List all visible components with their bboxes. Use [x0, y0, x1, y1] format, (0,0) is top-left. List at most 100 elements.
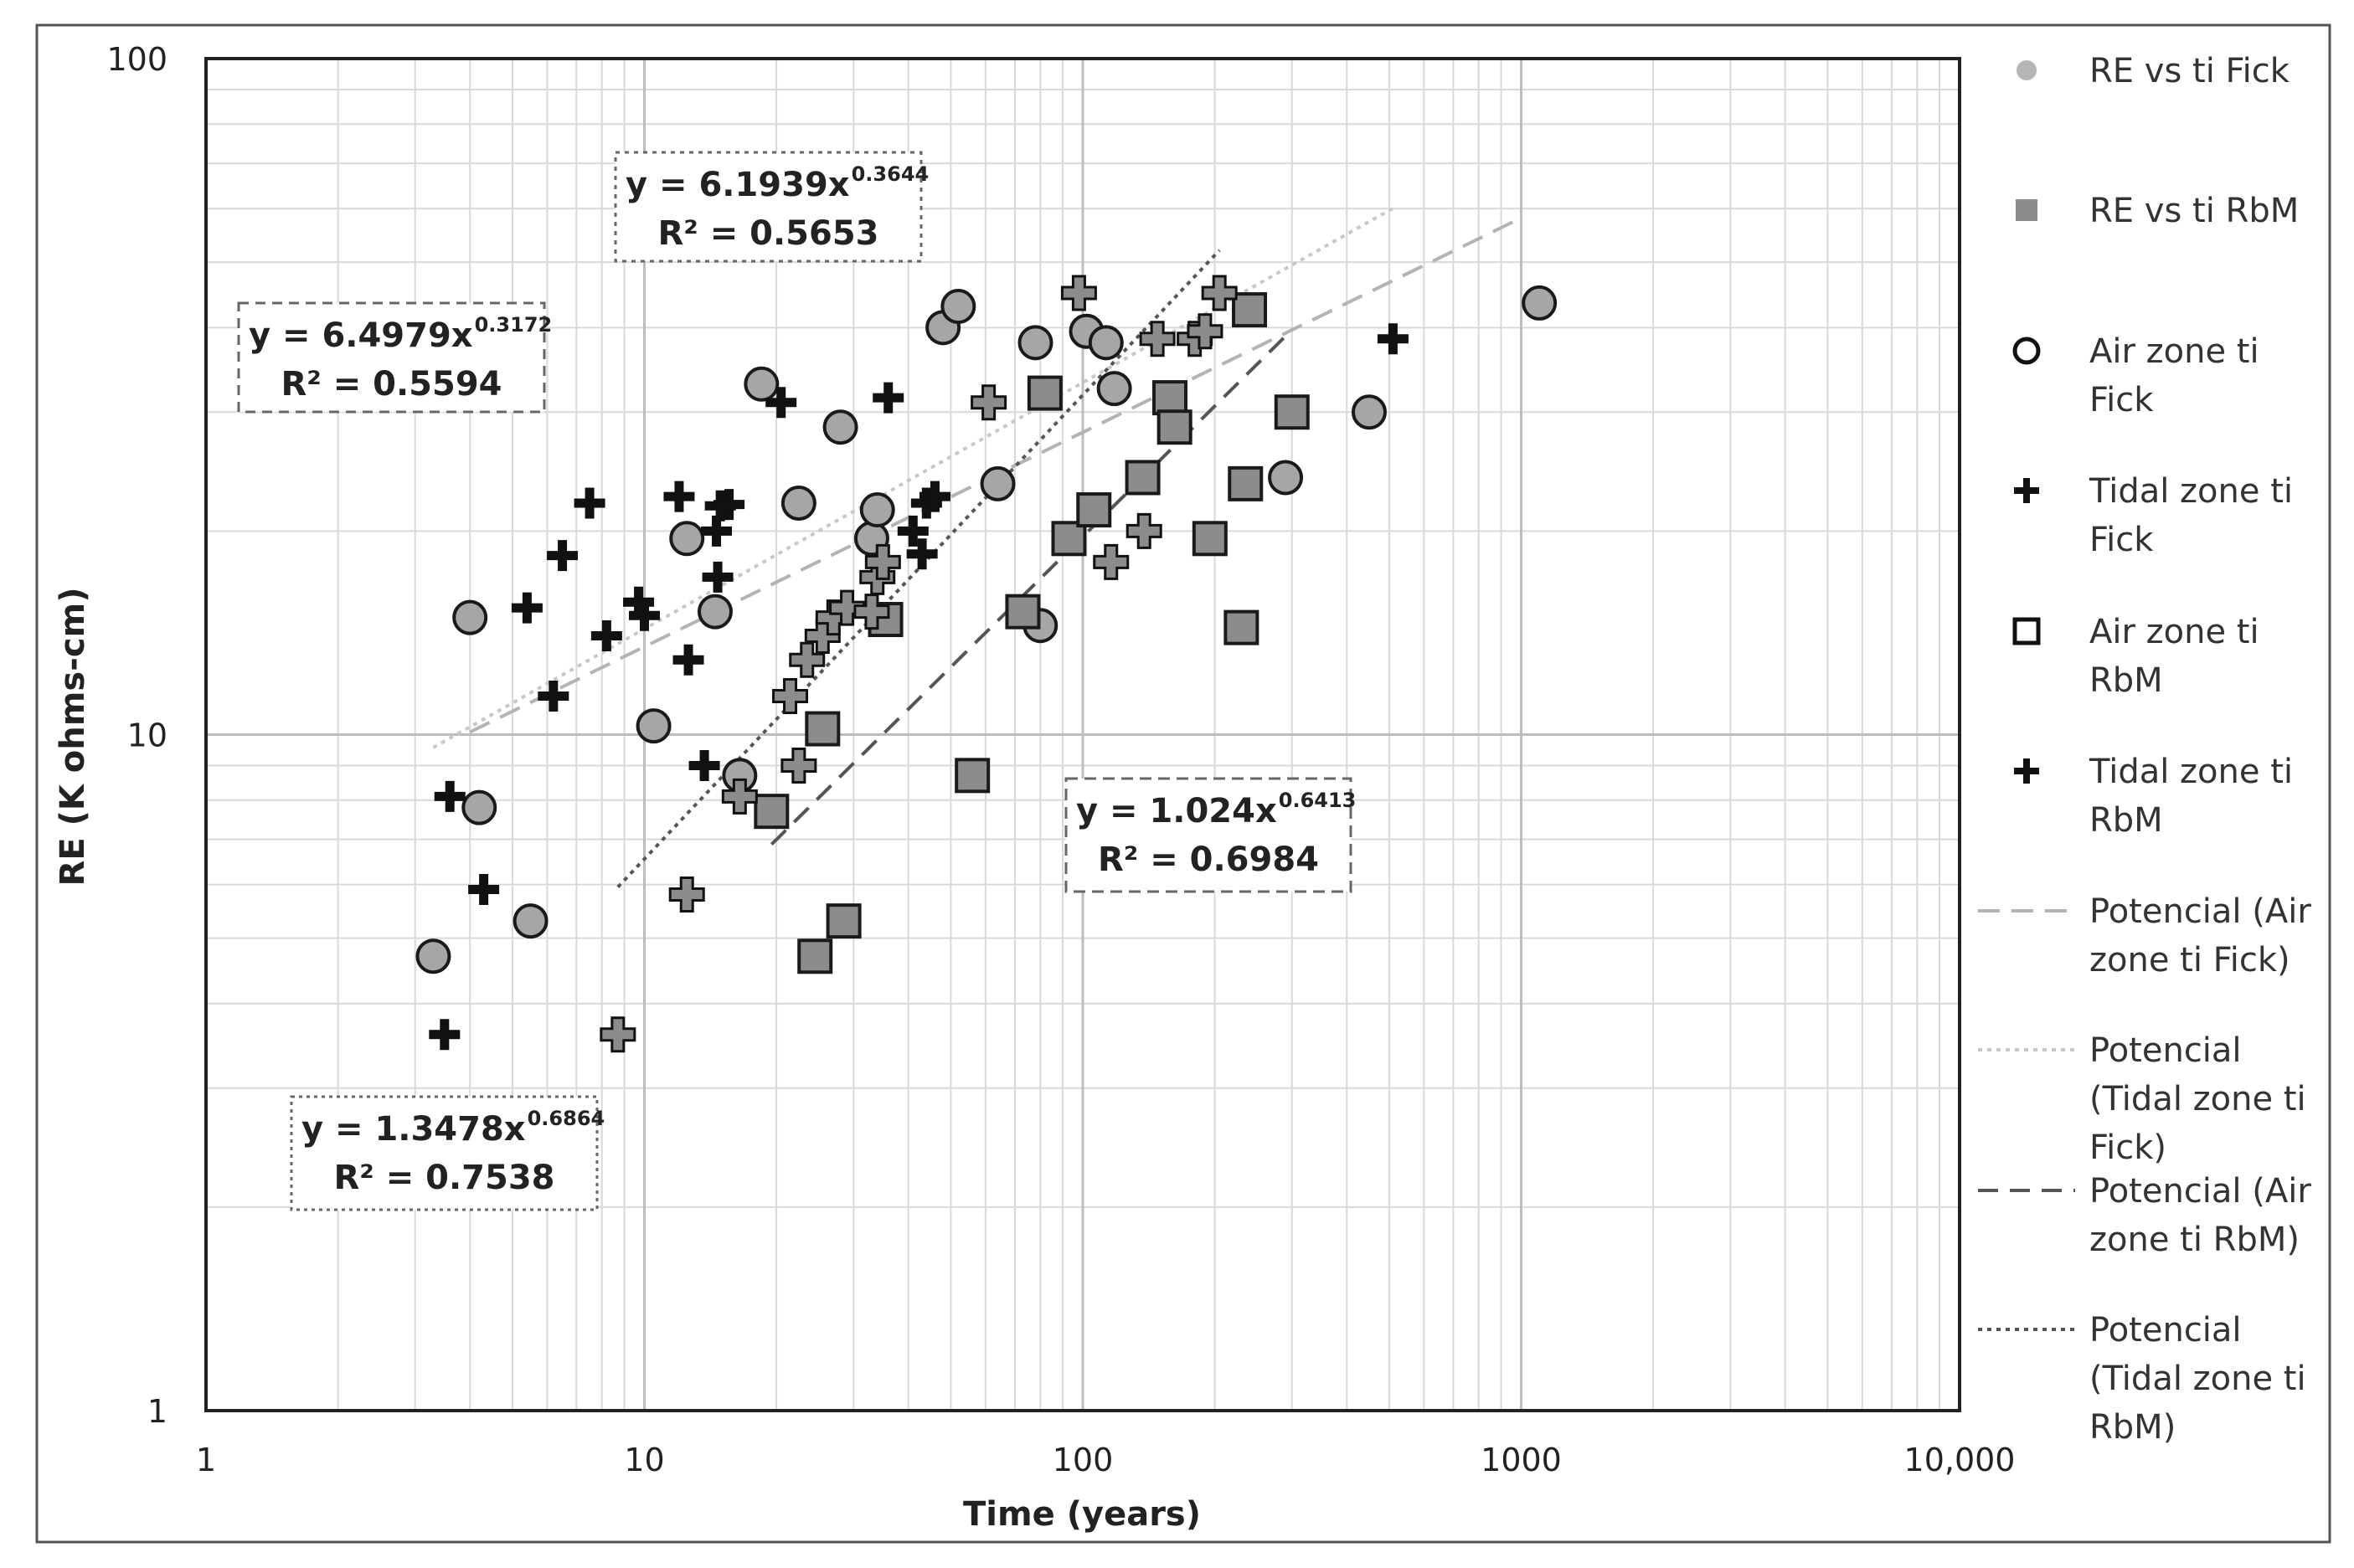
- data-point-cross: [1377, 323, 1409, 355]
- data-point-square: [1274, 394, 1310, 430]
- data-point-cross: [780, 747, 817, 784]
- trendline: [770, 328, 1294, 846]
- data-point-square: [955, 758, 991, 794]
- data-point-square: [1192, 521, 1228, 557]
- data-point-circle: [636, 708, 672, 744]
- data-point-square: [754, 794, 790, 830]
- marker-layer: [415, 275, 1558, 1053]
- data-point-circle: [1096, 371, 1132, 407]
- data-point-cross: [600, 1016, 636, 1053]
- data-point-cross: [688, 749, 720, 781]
- legend-label: zone ti Fick): [2089, 941, 2290, 979]
- data-point-circle: [1522, 285, 1558, 321]
- legend-label: Potencial (Air: [2089, 892, 2311, 931]
- data-point-circle: [513, 903, 549, 939]
- data-point-circle: [1017, 325, 1053, 361]
- legend-label: RbM: [2089, 661, 2163, 700]
- data-point-square: [1223, 609, 1259, 645]
- data-point-cross: [590, 620, 622, 652]
- equation-box: [290, 1095, 599, 1211]
- legend-entry: Potencial (Air zone ti RbM): [1978, 1172, 2311, 1259]
- data-point-cross: [772, 678, 809, 715]
- data-point-cross: [873, 382, 904, 414]
- data-point-circle: [669, 521, 705, 557]
- equation-box: [1064, 777, 1352, 893]
- trendline: [616, 249, 1221, 888]
- trendline-equation: y = 6.4979x: [249, 316, 473, 355]
- data-point-circle: [822, 409, 858, 445]
- data-point-cross: [713, 489, 745, 521]
- plot-area-border: [204, 57, 1961, 1412]
- data-point-circle: [859, 492, 895, 528]
- legend-symbol: [2016, 199, 2037, 221]
- legend-label: Air zone ti: [2089, 613, 2259, 651]
- data-point-cross: [511, 592, 543, 624]
- trendline-exponent: 0.3172: [475, 313, 553, 337]
- data-point-square: [1232, 292, 1268, 328]
- legend-entry: Air zone ti RbM: [2012, 613, 2259, 700]
- data-point-square: [1076, 492, 1112, 528]
- data-point-square: [1156, 409, 1192, 445]
- data-point-square: [797, 938, 833, 974]
- data-point-square: [1125, 460, 1161, 496]
- data-point-cross: [1060, 275, 1097, 311]
- legend-label: zone ti RbM): [2089, 1221, 2300, 1259]
- trendline-r-squared: R² = 0.5594: [281, 365, 502, 404]
- data-point-cross: [829, 589, 866, 626]
- legend-label: Tidal zone ti: [2089, 472, 2293, 511]
- data-point-cross: [1125, 512, 1162, 549]
- legend-label: Fick): [2089, 1128, 2166, 1167]
- y-axis-title: RE (K ohms-cm): [54, 588, 92, 887]
- trendline-exponent: 0.3644: [852, 162, 930, 186]
- data-point-cross: [853, 594, 890, 630]
- data-point-cross: [906, 538, 938, 570]
- legend-label: RE vs ti RbM: [2089, 192, 2299, 230]
- data-point-cross: [538, 681, 569, 712]
- legend-label: Potencial (Air: [2089, 1172, 2311, 1211]
- x-axis-title: Time (years): [963, 1495, 1201, 1534]
- equation-box: [237, 301, 546, 414]
- trendline-equation: y = 6.1939x: [626, 166, 850, 204]
- x-tick-label: 1000: [1481, 1442, 1562, 1478]
- legend-label: Potencial: [2089, 1311, 2242, 1350]
- x-tick-label: 10: [624, 1442, 664, 1478]
- legend-symbol: [2012, 617, 2041, 645]
- data-point-cross: [789, 641, 826, 678]
- data-point-cross: [672, 644, 704, 676]
- x-tick-label: 10,000: [1904, 1442, 2016, 1478]
- data-point-cross: [663, 481, 695, 512]
- x-tick-label: 1: [196, 1442, 216, 1478]
- legend-label: Air zone ti: [2089, 332, 2259, 371]
- legend-label: Tidal zone ti: [2089, 753, 2293, 791]
- legend-label: (Tidal zone ti: [2089, 1360, 2306, 1398]
- legend-label: RbM): [2089, 1408, 2176, 1447]
- legend-entry: Tidal zone ti RbM: [2014, 753, 2293, 840]
- data-point-square: [1027, 375, 1063, 411]
- data-point-cross: [701, 515, 733, 547]
- trendline-r-squared: R² = 0.5653: [657, 214, 878, 253]
- data-point-cross: [971, 384, 1007, 421]
- data-point-circle: [697, 594, 733, 630]
- data-point-cross: [897, 515, 929, 547]
- trendline-r-squared: R² = 0.6984: [1098, 841, 1319, 879]
- data-point-cross: [864, 543, 901, 580]
- trendline-equation: y = 1.3478x: [301, 1110, 526, 1149]
- equation-box: [614, 151, 923, 263]
- data-point-circle: [461, 789, 497, 825]
- data-point-cross: [1187, 313, 1223, 350]
- legend: RE vs ti Fick RE vs ti RbM Air zone ti Fick…: [1978, 52, 2311, 1447]
- data-point-cross: [702, 561, 734, 593]
- legend-symbol: [2014, 758, 2039, 784]
- data-point-cross: [547, 540, 579, 572]
- data-point-circle: [940, 288, 976, 324]
- data-point-circle: [1268, 460, 1304, 496]
- data-point-cross: [574, 487, 605, 519]
- legend-label: Potencial: [2089, 1031, 2242, 1070]
- legend-entry: Air zone ti Fick: [2012, 332, 2259, 419]
- trendline-exponent: 0.6413: [1279, 789, 1357, 812]
- legend-symbol: [2012, 337, 2041, 365]
- legend-entry: Tidal zone ti Fick: [2014, 472, 2293, 559]
- tick-label-layer: 1 10 100 1000 10,000 1 10 100: [106, 41, 2015, 1478]
